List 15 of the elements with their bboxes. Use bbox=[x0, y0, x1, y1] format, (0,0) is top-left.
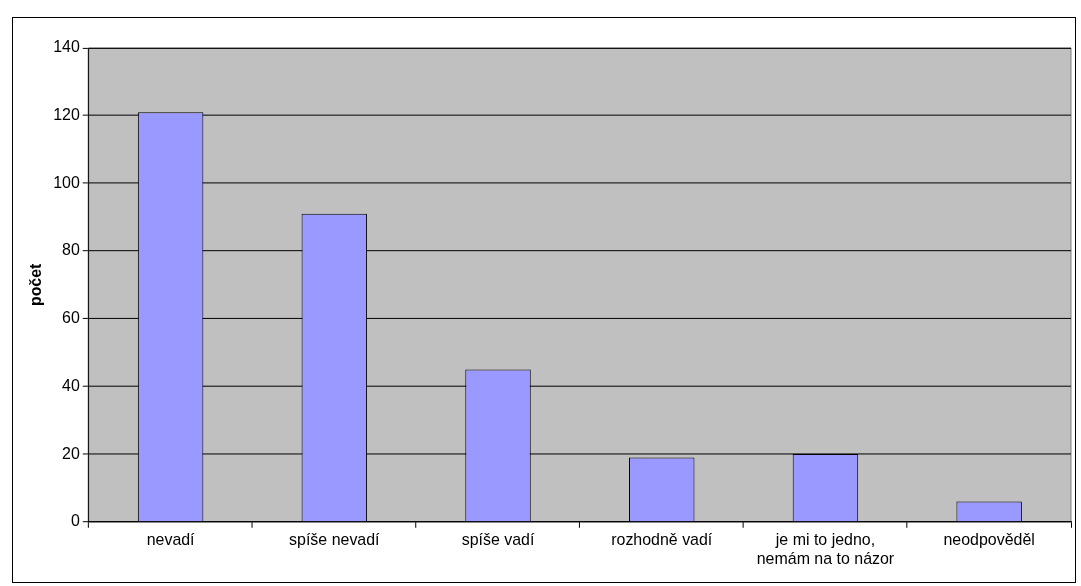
x-tick-label: spíše vadí bbox=[461, 530, 535, 548]
y-axis-title: počet bbox=[26, 262, 44, 307]
x-tick-label: spíše nevadí bbox=[289, 530, 381, 548]
x-tick-label: nevadí bbox=[146, 530, 196, 548]
x-tick-label: je mi to jedno, nemám na to názor bbox=[756, 530, 895, 567]
y-tick-label: 100 bbox=[53, 173, 80, 191]
y-tick-label: 140 bbox=[53, 38, 80, 56]
y-tick-label: 40 bbox=[62, 376, 80, 394]
y-tick-label: 60 bbox=[62, 309, 80, 327]
x-tick-label: neodpověděl bbox=[943, 530, 1035, 548]
y-tick-label: 0 bbox=[70, 512, 80, 530]
y-tick-label: 120 bbox=[53, 106, 80, 123]
y-tick-label: 80 bbox=[62, 241, 80, 259]
y-tick-label: 20 bbox=[62, 444, 80, 462]
x-tick-label: rozhodně vadí bbox=[611, 530, 713, 548]
